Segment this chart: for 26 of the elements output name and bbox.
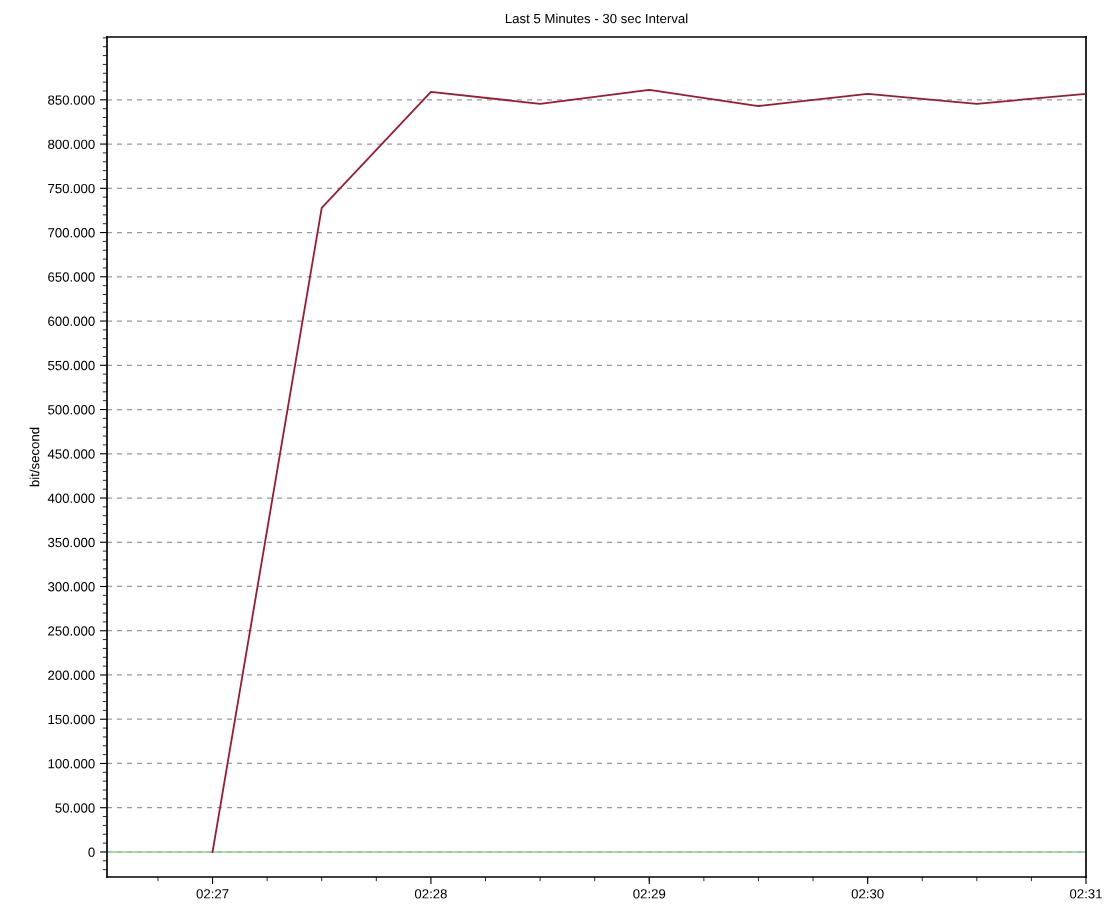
y-tick-label: 800.000 [48,139,95,149]
y-tick-label: 600.000 [48,316,95,326]
x-tick-label: 02:31 [1070,889,1102,899]
y-tick-label: 750.000 [48,183,95,194]
y-tick-label: 50.000 [55,803,95,813]
y-tick-label: 300.000 [48,582,95,592]
y-tick-label: 650.000 [48,272,95,282]
line-series [211,88,1086,853]
y-tick-label: 100.000 [48,759,95,769]
x-tick-label: 02:28 [414,889,447,899]
y-tick-label: 350.000 [48,537,95,548]
y-tick-label: 550.000 [48,360,95,371]
y-tick-label: 200.000 [48,670,95,680]
y-tick-label: 500.000 [48,405,95,415]
chart-title: Last 5 Minutes - 30 sec Interval [505,13,688,24]
x-tick-label: 02:29 [633,889,666,899]
y-tick-label: 0 [88,847,95,857]
x-tick-label: 02:30 [851,889,884,899]
y-axis-title: bit/second [29,427,40,487]
y-tick-label: 400.000 [47,493,95,503]
x-tick-label: 02:27 [196,889,229,899]
y-tick-label: 150.000 [48,714,95,725]
y-tick-label: 250.000 [48,626,95,636]
y-tick-label: 850.000 [48,95,95,105]
y-tick-label: 450.000 [47,449,95,459]
y-tick-label: 700.000 [48,228,95,238]
